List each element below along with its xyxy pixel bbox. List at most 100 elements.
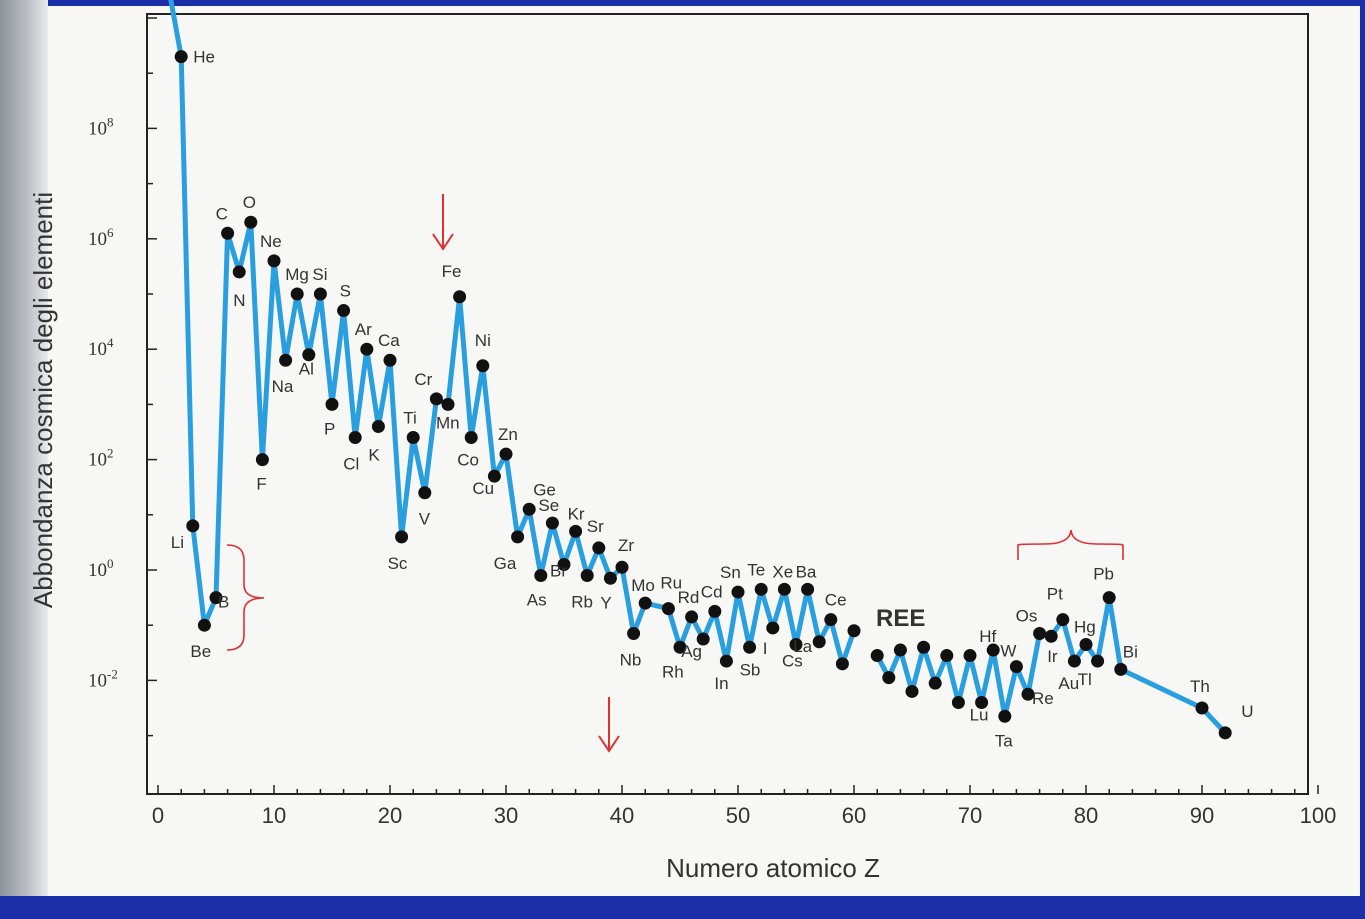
data-marker [418, 486, 432, 500]
element-label: Ce [825, 591, 847, 610]
data-marker [812, 635, 826, 649]
data-marker [592, 541, 606, 555]
page-shadow-edge [0, 0, 48, 919]
element-label: Xe [772, 562, 793, 581]
data-marker [696, 632, 710, 646]
data-marker [1195, 701, 1209, 715]
element-label: Ba [796, 562, 817, 581]
element-label: Co [457, 451, 479, 470]
element-label: N [233, 291, 245, 310]
data-marker [917, 640, 931, 654]
data-marker [951, 695, 965, 709]
element-label: In [714, 674, 728, 693]
element-label: Na [272, 377, 294, 396]
element-label: Ir [1047, 647, 1058, 666]
element-label: Al [299, 360, 314, 379]
element-label: Cd [701, 582, 723, 601]
x-tick-label: 50 [726, 803, 750, 828]
data-marker [267, 254, 281, 268]
data-marker [1044, 629, 1058, 643]
data-marker [1021, 687, 1035, 701]
data-marker [638, 596, 652, 610]
data-marker [743, 640, 757, 654]
y-tick-label: 100 [88, 556, 114, 581]
data-marker [777, 582, 791, 596]
series-line-segment [874, 595, 1228, 735]
element-label: La [793, 637, 812, 656]
data-marker [545, 516, 559, 530]
data-marker [1079, 638, 1093, 652]
element-label: Hf [979, 627, 996, 646]
data-marker [313, 287, 327, 301]
element-label: Li [171, 533, 184, 552]
data-marker [534, 569, 548, 583]
down-arrow-fe-icon [432, 194, 454, 251]
x-tick-label: 70 [958, 803, 982, 828]
element-label: Br [550, 561, 567, 580]
element-label: F [256, 475, 266, 494]
data-marker [940, 649, 954, 663]
element-label: Tl [1078, 670, 1092, 689]
x-tick-label: 100 [1300, 803, 1337, 828]
down-arrow-z40-icon [598, 697, 620, 753]
element-label: Te [747, 560, 765, 579]
element-label: Sc [388, 554, 408, 573]
y-tick-label: 106 [88, 225, 114, 250]
x-tick-label: 20 [378, 803, 402, 828]
data-marker [1091, 654, 1105, 668]
y-tick-label: 102 [88, 446, 114, 471]
element-label: As [527, 591, 547, 610]
data-marker [476, 359, 490, 373]
element-label: Ca [378, 331, 400, 350]
element-label: Se [538, 496, 559, 515]
data-marker [801, 582, 815, 596]
x-tick-label: 0 [152, 803, 164, 828]
data-marker [290, 287, 304, 301]
element-label: Zr [618, 536, 634, 555]
y-tick-label: 108 [88, 114, 114, 139]
element-label: B [218, 593, 229, 612]
data-marker [882, 671, 896, 685]
x-axis-title: Numero atomico Z [666, 853, 880, 883]
data-marker [255, 453, 269, 467]
data-marker [627, 626, 641, 640]
x-tick-labels: 0 10 20 30 40 50 60 70 80 90 100 [152, 803, 1336, 828]
element-label: K [368, 445, 380, 464]
data-marker [893, 643, 907, 657]
data-marker [383, 353, 397, 367]
data-markers [174, 50, 1232, 740]
data-marker [603, 571, 617, 585]
element-label: Ta [995, 731, 1014, 750]
element-label: V [419, 510, 431, 529]
y-tick-labels: 108 106 104 102 100 10-2 [88, 114, 118, 691]
element-label: Os [1016, 606, 1038, 625]
element-label: Pb [1093, 565, 1114, 584]
data-marker [766, 621, 780, 635]
element-label: Be [190, 642, 211, 661]
element-label: Y [600, 593, 611, 612]
data-marker [870, 649, 884, 663]
data-marker [406, 431, 420, 445]
element-label: Ag [681, 642, 702, 661]
x-tick-label: 80 [1074, 803, 1098, 828]
data-marker [1102, 591, 1116, 605]
data-marker [499, 447, 513, 461]
element-label: Ni [475, 331, 491, 350]
data-marker [975, 695, 989, 709]
data-marker [1218, 726, 1232, 740]
data-marker [986, 643, 1000, 657]
element-label: Zn [498, 425, 518, 444]
element-label: Pt [1047, 585, 1063, 604]
element-label: Sn [720, 563, 741, 582]
element-label: Th [1190, 677, 1210, 696]
data-marker [1067, 654, 1081, 668]
element-label: Ga [494, 554, 517, 573]
element-label: Rh [662, 662, 684, 681]
data-marker [453, 290, 467, 304]
data-marker [371, 419, 385, 433]
data-marker [557, 557, 571, 571]
x-tick-label: 30 [494, 803, 518, 828]
element-label: Nb [620, 650, 642, 669]
data-marker [963, 649, 977, 663]
